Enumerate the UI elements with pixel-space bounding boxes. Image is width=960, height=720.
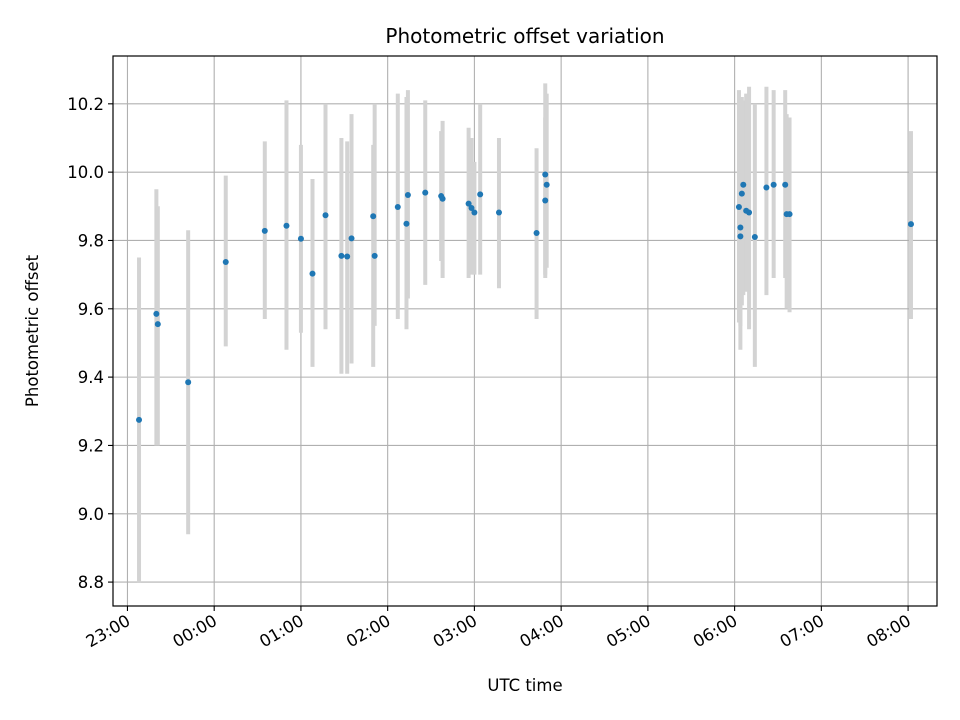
data-point bbox=[136, 416, 143, 423]
data-point bbox=[371, 252, 378, 259]
data-point bbox=[735, 203, 742, 210]
data-point bbox=[344, 253, 351, 260]
data-point bbox=[763, 184, 770, 191]
data-point bbox=[394, 203, 401, 210]
y-tick-label: 9.2 bbox=[78, 436, 104, 455]
data-point bbox=[185, 379, 192, 386]
data-point bbox=[468, 205, 475, 212]
data-point bbox=[465, 200, 472, 207]
data-point bbox=[543, 181, 550, 188]
data-point bbox=[322, 212, 329, 219]
y-tick-label: 9.4 bbox=[78, 368, 104, 387]
data-point bbox=[542, 197, 549, 204]
data-point bbox=[153, 310, 160, 317]
data-point bbox=[477, 191, 484, 198]
data-point bbox=[471, 209, 478, 216]
x-axis-label: UTC time bbox=[487, 676, 562, 695]
data-point bbox=[403, 220, 410, 227]
y-tick-label: 9.8 bbox=[78, 231, 104, 250]
data-point bbox=[154, 321, 161, 328]
y-tick-label: 8.8 bbox=[78, 573, 104, 592]
data-point bbox=[738, 190, 745, 197]
data-point bbox=[533, 229, 540, 236]
data-point bbox=[370, 213, 377, 220]
data-point bbox=[786, 211, 793, 218]
plot-frame bbox=[112, 55, 938, 607]
data-point bbox=[439, 195, 446, 202]
data-point bbox=[222, 258, 229, 265]
data-point bbox=[737, 224, 744, 231]
y-tick-label: 9.0 bbox=[78, 505, 104, 524]
y-tick-label: 9.6 bbox=[78, 300, 104, 319]
y-tick-label: 10.0 bbox=[67, 163, 104, 182]
data-points bbox=[136, 171, 914, 423]
data-point bbox=[751, 234, 758, 241]
data-point bbox=[542, 171, 549, 178]
data-point bbox=[746, 209, 753, 216]
y-tick-label: 10.2 bbox=[67, 95, 104, 114]
data-point bbox=[737, 233, 744, 240]
data-point bbox=[495, 209, 502, 216]
data-point bbox=[338, 252, 345, 259]
data-point bbox=[782, 181, 789, 188]
data-point bbox=[261, 227, 268, 234]
data-point bbox=[404, 192, 411, 199]
data-point bbox=[740, 181, 747, 188]
data-point bbox=[348, 235, 355, 242]
data-point bbox=[907, 221, 914, 228]
data-point bbox=[770, 181, 777, 188]
data-point bbox=[422, 189, 429, 196]
data-point bbox=[309, 270, 316, 277]
data-point bbox=[297, 235, 304, 242]
y-axis-label: Photometric offset bbox=[23, 254, 42, 407]
chart-title: Photometric offset variation bbox=[385, 24, 664, 48]
data-point bbox=[283, 222, 290, 229]
